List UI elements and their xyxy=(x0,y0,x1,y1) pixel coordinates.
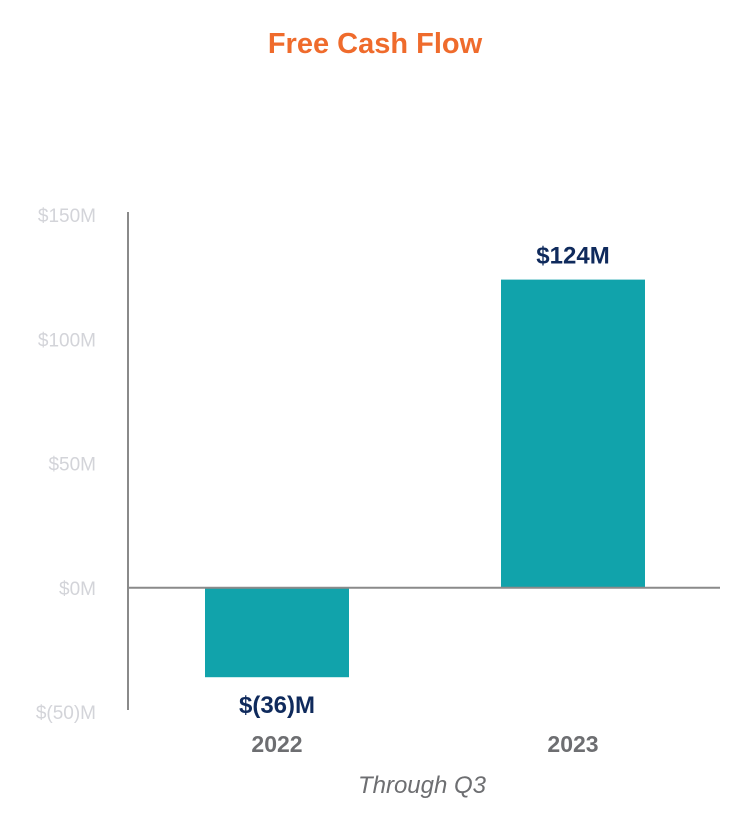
y-tick-label: $150M xyxy=(38,206,96,227)
y-tick-label: $(50)M xyxy=(36,703,96,724)
y-tick-label: $0M xyxy=(59,579,96,600)
bar-2022 xyxy=(205,587,349,678)
data-labels: $(36)M $124M xyxy=(239,243,610,720)
category-label-2022: 2022 xyxy=(251,731,302,757)
x-axis-label: Through Q3 xyxy=(358,772,487,799)
y-tick-label: $50M xyxy=(48,455,96,476)
category-label-2023: 2023 xyxy=(547,731,598,757)
bar-2023 xyxy=(501,279,645,588)
y-axis-ticks: $150M $100M $50M $0M $(50)M xyxy=(36,206,96,724)
y-tick-label: $100M xyxy=(38,330,96,351)
data-label-2023: $124M xyxy=(536,243,609,270)
bars xyxy=(205,279,645,678)
chart-title: Free Cash Flow xyxy=(268,28,483,60)
category-labels: 2022 2023 xyxy=(251,731,598,757)
data-label-2022: $(36)M xyxy=(239,692,315,719)
